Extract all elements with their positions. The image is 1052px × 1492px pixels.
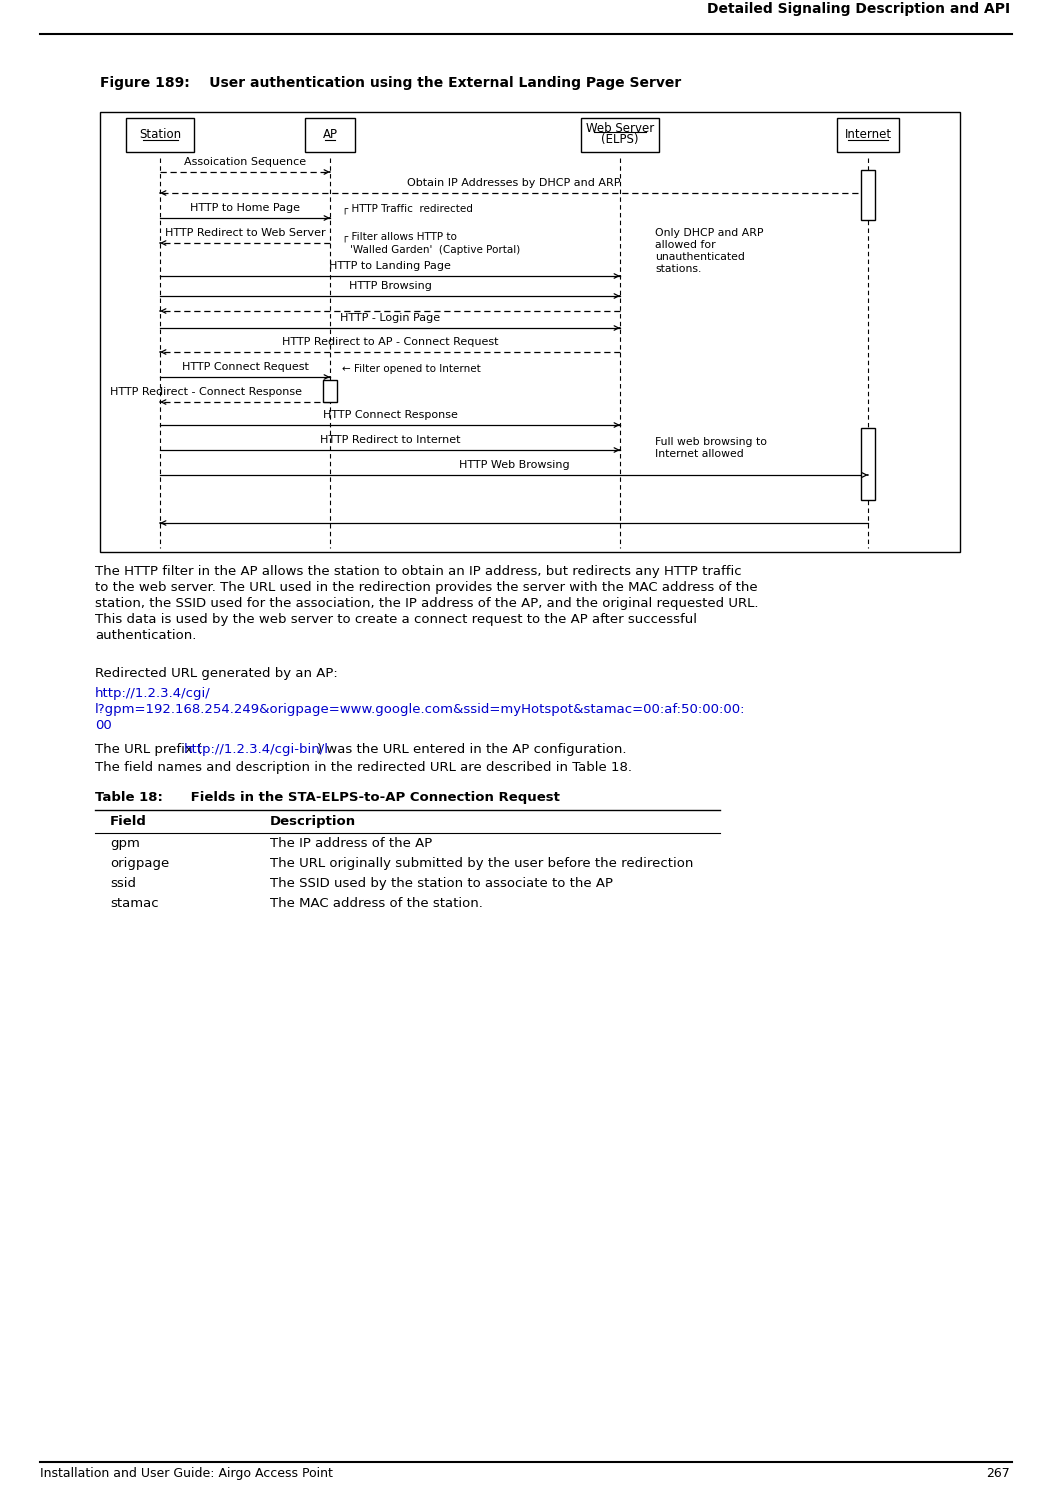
Text: http://1.2.3.4/cgi/: http://1.2.3.4/cgi/ [95, 686, 210, 700]
Text: HTTP - Login Page: HTTP - Login Page [340, 313, 440, 322]
Text: 'Walled Garden'  (Captive Portal): 'Walled Garden' (Captive Portal) [350, 245, 521, 255]
Text: AP: AP [323, 128, 338, 142]
Text: The field names and description in the redirected URL are described in Table 18.: The field names and description in the r… [95, 761, 632, 774]
Text: 267: 267 [987, 1467, 1010, 1480]
Text: Redirected URL generated by an AP:: Redirected URL generated by an AP: [95, 667, 338, 680]
Text: Field: Field [110, 815, 147, 828]
Text: The URL prefix (: The URL prefix ( [95, 743, 202, 756]
Bar [861, 428, 875, 500]
Text: ┌ Filter allows HTTP to: ┌ Filter allows HTTP to [342, 231, 457, 242]
Text: Station: Station [139, 128, 181, 142]
Text: The URL originally submitted by the user before the redirection: The URL originally submitted by the user… [270, 856, 693, 870]
Text: Detailed Signaling Description and API: Detailed Signaling Description and API [707, 1, 1010, 16]
Text: HTTP Connect Response: HTTP Connect Response [323, 410, 458, 421]
Bar [581, 118, 659, 152]
Text: HTTP Redirect to Internet: HTTP Redirect to Internet [320, 436, 461, 445]
Text: station, the SSID used for the association, the IP address of the AP, and the or: station, the SSID used for the associati… [95, 597, 758, 610]
Text: http://1.2.3.4/cgi-bin/l: http://1.2.3.4/cgi-bin/l [184, 743, 329, 756]
Text: Internet allowed: Internet allowed [655, 449, 744, 460]
Text: Description: Description [270, 815, 357, 828]
Text: ┌ HTTP Traffic  redirected: ┌ HTTP Traffic redirected [342, 203, 473, 213]
Text: The HTTP filter in the AP allows the station to obtain an IP address, but redire: The HTTP filter in the AP allows the sta… [95, 565, 742, 577]
Text: HTTP Redirect - Connect Response: HTTP Redirect - Connect Response [110, 386, 302, 397]
Text: allowed for: allowed for [655, 240, 715, 251]
Text: Table 18:      Fields in the STA-ELPS-to-AP Connection Request: Table 18: Fields in the STA-ELPS-to-AP C… [95, 791, 560, 804]
Bar [126, 118, 194, 152]
Text: 00: 00 [95, 719, 112, 733]
Text: stamac: stamac [110, 897, 159, 910]
Text: Web Server: Web Server [586, 121, 654, 134]
Text: gpm: gpm [110, 837, 140, 850]
Text: Only DHCP and ARP: Only DHCP and ARP [655, 228, 764, 239]
Text: ssid: ssid [110, 877, 136, 891]
Bar [861, 170, 875, 219]
Text: HTTP Redirect to AP - Connect Request: HTTP Redirect to AP - Connect Request [282, 337, 499, 348]
Text: The MAC address of the station.: The MAC address of the station. [270, 897, 483, 910]
Text: authentication.: authentication. [95, 630, 197, 642]
Text: ) was the URL entered in the AP configuration.: ) was the URL entered in the AP configur… [317, 743, 627, 756]
Text: HTTP Connect Request: HTTP Connect Request [182, 363, 308, 372]
Text: Full web browsing to: Full web browsing to [655, 437, 767, 448]
Bar [100, 112, 960, 552]
Text: HTTP Redirect to Web Server: HTTP Redirect to Web Server [165, 228, 325, 239]
Text: (ELPS): (ELPS) [602, 133, 639, 146]
Text: to the web server. The URL used in the redirection provides the server with the : to the web server. The URL used in the r… [95, 580, 757, 594]
Text: unauthenticated: unauthenticated [655, 252, 745, 263]
Text: Assoication Sequence: Assoication Sequence [184, 157, 306, 167]
Text: Obtain IP Addresses by DHCP and ARP: Obtain IP Addresses by DHCP and ARP [407, 178, 621, 188]
Bar [305, 118, 355, 152]
Text: Internet: Internet [845, 128, 891, 142]
Bar [837, 118, 899, 152]
Text: HTTP to Landing Page: HTTP to Landing Page [329, 261, 451, 272]
Text: HTTP to Home Page: HTTP to Home Page [190, 203, 300, 213]
Text: HTTP Web Browsing: HTTP Web Browsing [459, 460, 569, 470]
Text: ← Filter opened to Internet: ← Filter opened to Internet [342, 364, 481, 374]
Text: Figure 189:    User authentication using the External Landing Page Server: Figure 189: User authentication using th… [100, 76, 682, 90]
Bar [323, 380, 337, 401]
Text: Installation and User Guide: Airgo Access Point: Installation and User Guide: Airgo Acces… [40, 1467, 332, 1480]
Text: stations.: stations. [655, 264, 702, 275]
Text: The IP address of the AP: The IP address of the AP [270, 837, 432, 850]
Text: This data is used by the web server to create a connect request to the AP after : This data is used by the web server to c… [95, 613, 697, 627]
Text: l?gpm=192.168.254.249&origpage=www.google.com&ssid=myHotspot&stamac=00:af:50:00:: l?gpm=192.168.254.249&origpage=www.googl… [95, 703, 746, 716]
Text: origpage: origpage [110, 856, 169, 870]
Text: The SSID used by the station to associate to the AP: The SSID used by the station to associat… [270, 877, 613, 891]
Text: HTTP Browsing: HTTP Browsing [348, 280, 431, 291]
